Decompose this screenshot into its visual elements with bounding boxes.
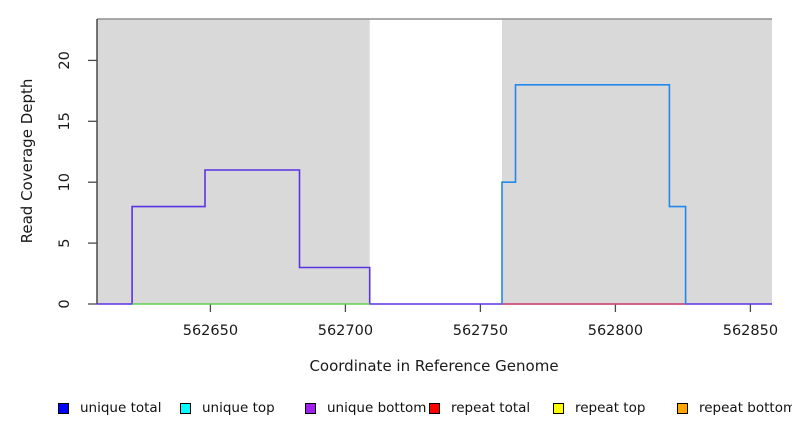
y-tick-label: 0 xyxy=(57,299,73,308)
x-tick-label: 562800 xyxy=(588,323,643,339)
y-tick-label: 10 xyxy=(57,173,73,191)
y-tick-label: 5 xyxy=(57,238,73,247)
y-axis-label: Read Coverage Depth xyxy=(18,78,36,244)
x-tick-label: 562750 xyxy=(453,323,508,339)
series-line xyxy=(501,84,687,304)
shaded-region xyxy=(502,19,772,304)
x-tick-label: 562650 xyxy=(183,323,238,339)
y-tick-label: 15 xyxy=(57,112,73,130)
shaded-region xyxy=(97,19,370,304)
x-axis-label: Coordinate in Reference Genome xyxy=(309,357,559,375)
x-tick-label: 562700 xyxy=(318,323,373,339)
series-line xyxy=(97,169,772,305)
y-tick-label: 20 xyxy=(57,51,73,69)
x-tick-label: 562850 xyxy=(723,323,778,339)
